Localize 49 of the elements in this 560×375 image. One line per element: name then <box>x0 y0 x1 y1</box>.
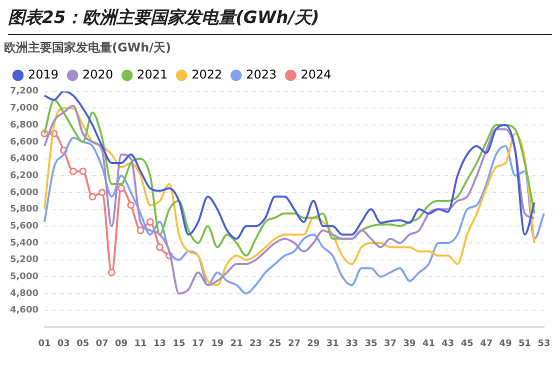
legend-label: 2024 <box>300 68 332 82</box>
legend-label: 2019 <box>28 68 59 82</box>
x-tick-label: 29 <box>307 338 320 349</box>
y-tick-label: 7,000 <box>10 104 38 114</box>
y-tick-label: 6,000 <box>10 188 38 198</box>
x-tick-label: 17 <box>192 338 204 349</box>
chart-subtitle: 欧洲主要国家发电量(GWh/天) <box>4 40 171 54</box>
y-tick-label: 5,400 <box>10 238 38 248</box>
x-tick-label: 31 <box>326 338 339 349</box>
x-tick-label: 37 <box>384 338 397 349</box>
x-tick-label: 43 <box>442 338 454 349</box>
x-tick-label: 13 <box>153 338 166 349</box>
x-tick-label: 51 <box>518 338 532 349</box>
y-tick-label: 6,800 <box>10 120 38 130</box>
x-tick-label: 47 <box>480 338 493 349</box>
x-tick-label: 45 <box>460 338 474 349</box>
x-tick-label: 53 <box>538 338 550 349</box>
legend-label: 2020 <box>82 68 114 82</box>
x-tick-label: 01 <box>38 338 51 349</box>
x-tick-label: 27 <box>288 338 300 349</box>
legend-label: 2022 <box>192 68 222 82</box>
chart-title: 图表25：欧洲主要国家发电量(GWh/天) <box>8 0 552 35</box>
y-tick-label: 6,200 <box>10 170 38 181</box>
y-tick-label: 5,000 <box>10 272 38 282</box>
y-tick-label: 5,200 <box>10 255 38 266</box>
y-tick-label: 6,600 <box>10 137 38 148</box>
x-tick-label: 33 <box>346 338 358 349</box>
x-tick-label: 39 <box>403 338 416 349</box>
y-tick-label: 7,200 <box>10 86 38 97</box>
x-tick-label: 23 <box>250 338 262 349</box>
x-tick-label: 35 <box>364 338 378 349</box>
y-tick-label: 5,600 <box>10 221 38 232</box>
y-tick-label: 4,600 <box>10 306 38 316</box>
y-tick-label: 4,800 <box>10 288 38 299</box>
x-tick-label: 03 <box>57 338 70 349</box>
x-tick-label: 21 <box>230 338 243 349</box>
y-tick-label: 5,800 <box>10 204 38 215</box>
x-tick-label: 49 <box>499 338 512 349</box>
legend-label: 2021 <box>137 68 168 82</box>
x-tick-label: 07 <box>96 338 108 349</box>
y-tick-label: 6,400 <box>10 154 38 164</box>
x-tick-label: 41 <box>422 338 435 349</box>
x-tick-label: 15 <box>172 338 186 349</box>
x-tick-label: 19 <box>211 338 224 349</box>
x-tick-label: 05 <box>76 338 90 349</box>
x-tick-label: 11 <box>134 338 147 349</box>
x-tick-label: 25 <box>268 338 282 349</box>
x-tick-label: 09 <box>115 338 128 349</box>
legend-label: 2023 <box>246 68 277 82</box>
